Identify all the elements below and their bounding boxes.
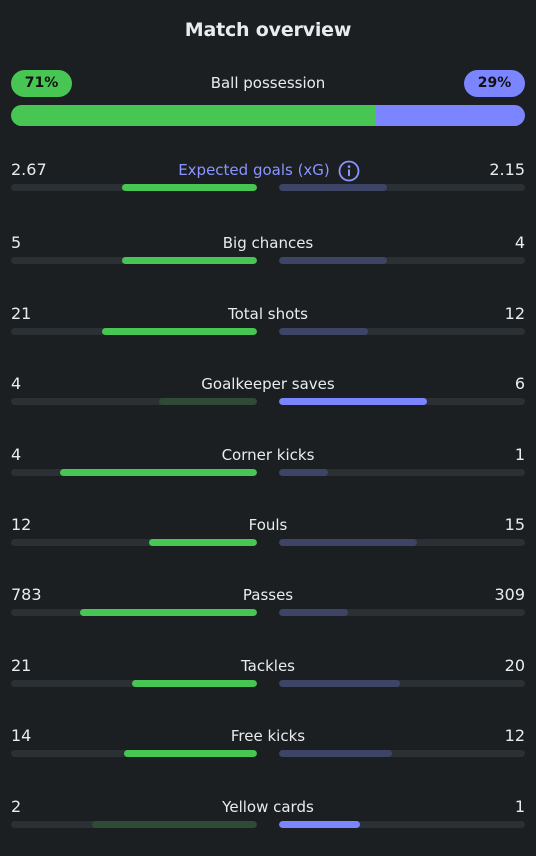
stat-home-track	[11, 821, 257, 828]
stat-away-bar	[279, 257, 387, 264]
stat-label-wrap: Passes	[11, 585, 525, 605]
stat-row: 2 Yellow cards 1	[11, 797, 525, 837]
stat-away-bar	[279, 609, 348, 616]
stat-home-bar	[80, 609, 257, 616]
stat-home-value: 14	[11, 726, 32, 745]
stat-away-value: 20	[504, 656, 525, 675]
stat-home-value: 2	[11, 797, 22, 816]
match-overview-title: Match overview	[184, 19, 352, 41]
stat-label: Expected goals (xG)	[178, 161, 330, 179]
stat-away-track	[279, 680, 525, 687]
stat-label-wrap: Corner kicks	[11, 445, 525, 465]
stat-home-track	[11, 609, 257, 616]
stat-away-bar	[279, 750, 392, 757]
stat-away-value: 2.15	[489, 160, 525, 179]
stat-home-bar	[60, 469, 257, 476]
stat-home-bar	[124, 750, 257, 757]
stat-home-track	[11, 539, 257, 546]
stat-away-value: 1	[514, 797, 525, 816]
stat-away-track	[279, 257, 525, 264]
stat-label-wrap: Fouls	[11, 515, 525, 535]
possession-home-pill: 71%	[11, 70, 72, 97]
stat-label-wrap: Big chances	[11, 233, 525, 253]
stat-label-wrap: Goalkeeper saves	[11, 374, 525, 394]
stat-home-value: 12	[11, 515, 32, 534]
stat-away-track	[279, 398, 525, 405]
stat-label: Corner kicks	[221, 446, 315, 464]
stat-row: 4 Corner kicks 1	[11, 445, 525, 485]
possession-bar	[11, 105, 525, 126]
stat-home-bar	[159, 398, 257, 405]
stat-away-bar	[279, 398, 427, 405]
stat-away-bar	[279, 539, 417, 546]
stat-home-bar	[122, 184, 257, 191]
stat-row: 21 Total shots 12	[11, 304, 525, 344]
stat-row: 5 Big chances 4	[11, 233, 525, 273]
possession-away-pill: 29%	[464, 70, 525, 97]
stat-away-track	[279, 184, 525, 191]
stat-away-value: 309	[494, 585, 525, 604]
stat-row: 21 Tackles 20	[11, 656, 525, 696]
stat-away-value: 6	[514, 374, 525, 393]
stat-home-bar	[92, 821, 257, 828]
stat-row: 12 Fouls 15	[11, 515, 525, 555]
stat-label-wrap: Tackles	[11, 656, 525, 676]
stat-label: Total shots	[228, 305, 308, 323]
stat-home-track	[11, 469, 257, 476]
stat-label-wrap: Yellow cards	[11, 797, 525, 817]
stat-home-track	[11, 750, 257, 757]
stat-label: Fouls	[248, 516, 288, 534]
stat-home-bar	[149, 539, 257, 546]
stat-away-bar	[279, 328, 368, 335]
stat-home-value: 783	[11, 585, 42, 604]
stat-home-bar	[132, 680, 257, 687]
info-icon[interactable]	[338, 160, 360, 182]
stat-row: 783 Passes 309	[11, 585, 525, 625]
stat-away-track	[279, 821, 525, 828]
stat-row: 14 Free kicks 12	[11, 726, 525, 766]
stat-home-value: 5	[11, 233, 22, 252]
stat-row: 2.67 Expected goals (xG) 2.15	[11, 160, 525, 200]
stat-away-bar	[279, 680, 400, 687]
stat-label: Yellow cards	[222, 798, 314, 816]
stat-away-bar	[279, 821, 360, 828]
stat-label-wrap[interactable]: Expected goals (xG)	[11, 160, 525, 182]
stat-away-value: 4	[514, 233, 525, 252]
stat-home-bar	[122, 257, 257, 264]
possession-bar-home	[11, 105, 376, 126]
possession-row: 71% Ball possession 29%	[11, 70, 525, 97]
stat-away-value: 12	[504, 726, 525, 745]
possession-bar-away	[375, 105, 525, 126]
stat-home-track	[11, 328, 257, 335]
stat-away-bar	[279, 184, 387, 191]
stat-home-value: 4	[11, 445, 22, 464]
stat-label: Goalkeeper saves	[201, 375, 335, 393]
stat-home-value: 21	[11, 304, 32, 323]
stat-home-value: 21	[11, 656, 32, 675]
stat-label-wrap: Free kicks	[11, 726, 525, 746]
stat-away-value: 1	[514, 445, 525, 464]
stat-label: Big chances	[222, 234, 314, 252]
stat-label: Tackles	[240, 657, 296, 675]
stat-away-track	[279, 328, 525, 335]
stat-away-track	[279, 750, 525, 757]
stat-home-value: 2.67	[11, 160, 47, 179]
stat-label: Free kicks	[230, 727, 306, 745]
stat-home-value: 4	[11, 374, 22, 393]
stat-row: 4 Goalkeeper saves 6	[11, 374, 525, 414]
possession-label: Ball possession	[210, 74, 326, 92]
stat-home-bar	[102, 328, 257, 335]
stat-away-track	[279, 539, 525, 546]
stat-away-track	[279, 609, 525, 616]
stat-away-track	[279, 469, 525, 476]
stat-home-track	[11, 257, 257, 264]
stat-home-track	[11, 680, 257, 687]
stat-away-value: 12	[504, 304, 525, 323]
stat-label-wrap: Total shots	[11, 304, 525, 324]
stat-label: Passes	[242, 586, 294, 604]
stat-home-track	[11, 184, 257, 191]
stat-away-bar	[279, 469, 328, 476]
stat-away-value: 15	[504, 515, 525, 534]
stat-home-track	[11, 398, 257, 405]
